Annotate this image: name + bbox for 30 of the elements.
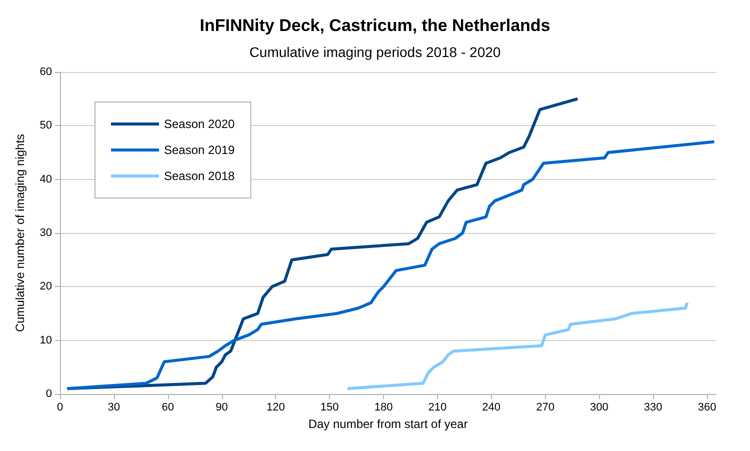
x-tick-label: 120 xyxy=(266,402,285,414)
legend-label: Season 2020 xyxy=(164,117,236,131)
x-axis-title: Day number from start of year xyxy=(308,417,468,431)
y-tick-label: 60 xyxy=(40,66,52,78)
y-tick-label: 50 xyxy=(40,120,52,132)
x-tick-label: 180 xyxy=(374,402,393,414)
x-tick-label: 150 xyxy=(320,402,339,414)
x-tick-label: 0 xyxy=(56,402,64,414)
y-tick-label: 30 xyxy=(40,227,52,239)
y-tick-label: 20 xyxy=(40,280,52,293)
x-tick-label: 60 xyxy=(162,402,174,414)
line-series xyxy=(346,301,689,390)
line-series xyxy=(66,97,580,390)
x-tick-label: 300 xyxy=(590,402,608,414)
legend-label: Season 2019 xyxy=(164,143,236,157)
x-tick-label: 30 xyxy=(108,402,120,414)
x-tick-label: 240 xyxy=(482,402,501,414)
x-tick-label: 90 xyxy=(216,402,228,414)
y-tick-label: 0 xyxy=(46,388,52,400)
x-tick-label: 270 xyxy=(536,402,554,414)
line-series xyxy=(66,140,716,390)
x-tick-label: 210 xyxy=(428,402,447,414)
chart-subtitle: Cumulative imaging periods 2018 - 2020 xyxy=(249,44,501,60)
chart-title: InFINNity Deck, Castricum, the Netherlands xyxy=(200,16,550,35)
y-tick-label: 10 xyxy=(40,334,52,346)
legend-label: Season 2018 xyxy=(164,169,236,183)
x-tick-label: 330 xyxy=(644,402,662,414)
y-axis-title: Cumulative number of imaging nights xyxy=(13,134,27,332)
x-tick-label: 360 xyxy=(698,402,716,414)
y-tick-label: 40 xyxy=(40,173,52,186)
